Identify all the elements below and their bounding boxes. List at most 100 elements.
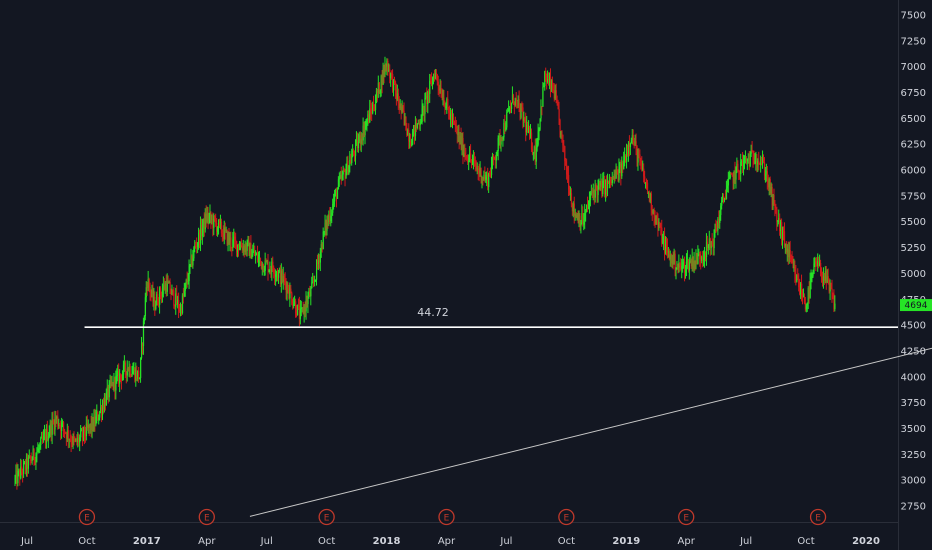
earnings-marker-circle[interactable] — [678, 508, 695, 526]
candle-body — [605, 179, 607, 195]
candle-body — [506, 112, 508, 128]
candle-body — [92, 418, 94, 430]
earnings-marker-text: E — [564, 514, 570, 524]
candle-body — [537, 131, 539, 145]
price-tick-label: 4250 — [901, 346, 926, 357]
candle-body — [654, 217, 656, 224]
candle-body — [259, 257, 262, 262]
candle-body — [115, 376, 117, 391]
candle-body — [710, 241, 712, 248]
candle-body — [773, 195, 775, 206]
candle-body — [326, 220, 328, 231]
candle-body — [665, 243, 667, 254]
earnings-marker-circle[interactable] — [438, 508, 455, 526]
earnings-marker-circle[interactable] — [318, 508, 335, 526]
candle-body — [833, 293, 835, 309]
candle-body — [639, 154, 641, 162]
candle-body — [294, 301, 296, 305]
candle-body — [787, 248, 789, 258]
candle-body — [585, 211, 587, 214]
earnings-marker-circle[interactable] — [78, 508, 96, 526]
candle-body — [509, 108, 511, 110]
earnings-marker-circle[interactable] — [809, 508, 827, 526]
candle-body — [107, 386, 109, 398]
candle-body — [386, 60, 388, 67]
candle-body — [41, 437, 43, 439]
candle-body — [63, 428, 66, 433]
candle-body — [478, 172, 480, 174]
candle-body — [823, 276, 826, 281]
candle-body — [671, 255, 673, 264]
candle-body — [161, 290, 164, 297]
candle-body — [354, 153, 356, 156]
candle-body — [512, 95, 515, 104]
candle-body — [734, 170, 736, 180]
earnings-marker-circle[interactable] — [558, 508, 575, 526]
candle-body — [764, 174, 767, 176]
candle-body — [415, 122, 418, 128]
candle-body — [208, 216, 210, 221]
candle-body — [613, 174, 615, 179]
candle-body — [739, 170, 741, 175]
candle-body — [191, 255, 193, 266]
candle-body — [750, 150, 752, 154]
candle-body — [507, 111, 509, 113]
candle-body — [500, 138, 502, 145]
candle-body — [94, 416, 96, 425]
candle-body — [148, 279, 150, 288]
candle-body — [781, 222, 783, 241]
candle-body — [232, 239, 234, 248]
candle-body — [620, 163, 622, 177]
candle-body — [829, 287, 831, 292]
candle-body — [109, 381, 111, 384]
candle-body — [190, 255, 192, 265]
earnings-marker-circle[interactable] — [198, 508, 215, 526]
candle-body — [108, 383, 110, 398]
candle-body — [371, 111, 373, 114]
candle-body — [606, 179, 608, 189]
candle-body — [139, 377, 141, 380]
time-tick-label: 2019 — [612, 536, 640, 547]
candle-body — [628, 143, 631, 148]
candle-body — [510, 108, 512, 110]
candle-body — [528, 127, 530, 133]
candle-body — [476, 168, 478, 170]
candle-body — [745, 158, 748, 162]
candle-body — [290, 288, 292, 294]
trend-line[interactable] — [249, 347, 932, 517]
candle-body — [123, 362, 126, 365]
candle-body — [400, 103, 402, 112]
candle-body — [821, 273, 823, 280]
candle-body — [40, 438, 42, 446]
candle-body — [830, 287, 832, 289]
candle-body — [185, 279, 187, 284]
candle-body — [128, 366, 130, 371]
candle-body — [763, 162, 766, 176]
candle-body — [413, 125, 415, 133]
candle-body — [783, 231, 786, 246]
candle-body — [466, 155, 468, 159]
candle-body — [233, 236, 235, 240]
candle-body — [48, 433, 50, 437]
candle-body — [225, 230, 227, 231]
price-tick-label: 5750 — [901, 191, 926, 202]
candle-body — [682, 262, 684, 267]
candle-body — [307, 297, 309, 305]
candle-body — [664, 236, 666, 254]
candle-body — [53, 421, 55, 430]
candle-body — [216, 222, 218, 232]
candle-body — [570, 193, 573, 205]
candle-body — [302, 307, 304, 314]
candle-body — [501, 138, 503, 139]
candle-body — [488, 173, 490, 188]
candle-body — [464, 152, 466, 156]
price-tick-label: 3750 — [901, 398, 926, 409]
candle-body — [442, 97, 444, 99]
candle-body — [104, 398, 107, 406]
candle-body — [685, 269, 687, 273]
candle-body — [24, 462, 26, 464]
candle-body — [779, 218, 781, 232]
candle-body — [568, 189, 571, 196]
candle-body — [31, 459, 33, 461]
